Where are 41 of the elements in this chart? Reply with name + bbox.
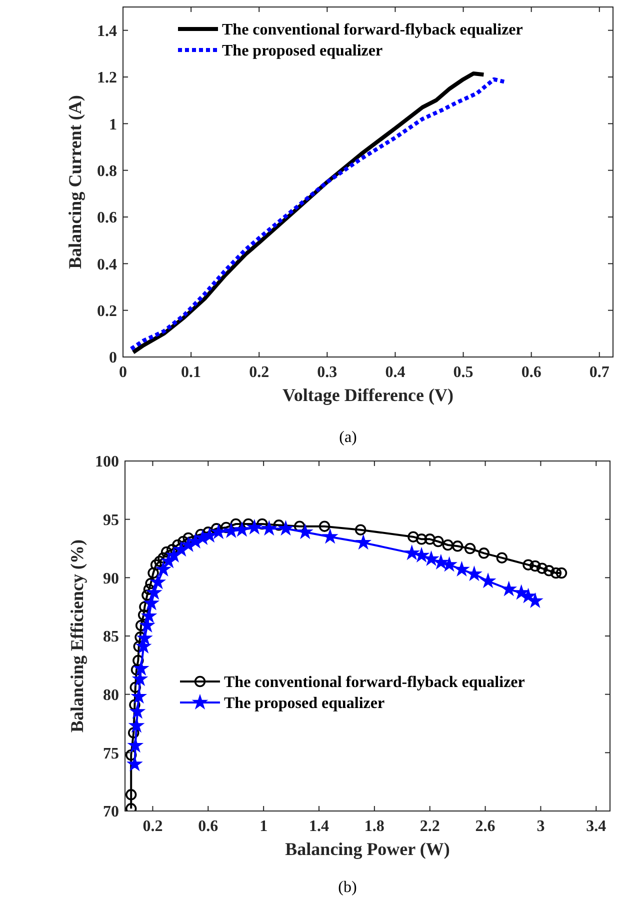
legend-label: The conventional forward-flyback equalizer — [222, 22, 523, 39]
x-tick-label: 1 — [260, 818, 268, 835]
x-tick-label: 3.4 — [586, 818, 606, 835]
x-tick-label: 2.6 — [475, 818, 496, 835]
y-tick-label: 80 — [103, 686, 119, 704]
x-tick-label: 0.6 — [198, 818, 218, 835]
y-tick-label: 0.4 — [97, 256, 117, 274]
x-tick-label: 0.3 — [317, 364, 338, 381]
x-axis-title: Balancing Power (W) — [285, 839, 450, 859]
y-tick-label: 90 — [103, 570, 119, 588]
x-tick-label: 0.6 — [521, 364, 542, 381]
y-tick-label: 0.6 — [97, 210, 117, 227]
x-tick-label: 1.4 — [309, 818, 329, 835]
y-tick-label: 0.2 — [97, 302, 117, 320]
y-tick-label: 0.8 — [97, 162, 117, 180]
legend-label: The conventional forward-flyback equalizer — [224, 674, 525, 692]
y-tick-label: 85 — [103, 628, 119, 646]
y-tick-label: 0 — [109, 350, 117, 367]
x-tick-label: 0.2 — [249, 364, 270, 381]
y-tick-label: 1.4 — [97, 22, 117, 40]
legend-label: The proposed equalizer — [222, 42, 383, 60]
text: (a) — [339, 429, 357, 446]
x-tick-label: 0.4 — [385, 364, 406, 381]
y-tick-label: 75 — [103, 745, 119, 762]
y-tick-label: 1.2 — [97, 70, 117, 87]
x-axis-title: Voltage Difference (V) — [282, 385, 454, 405]
x-tick-label: 1.8 — [364, 818, 384, 835]
text: (b) — [338, 879, 357, 896]
y-tick-label: 1 — [109, 116, 117, 134]
x-tick-label: 0.5 — [453, 364, 474, 381]
y-axis-title: Balancing Efficiency (%) — [67, 540, 87, 732]
x-tick-label: 3 — [536, 818, 545, 835]
y-tick-label: 70 — [103, 804, 119, 821]
x-tick-label: 0.1 — [181, 364, 202, 381]
y-tick-label: 100 — [95, 454, 119, 471]
y-tick-label: 95 — [103, 512, 119, 529]
x-tick-label: 0.7 — [589, 364, 610, 381]
y-axis-title: Balancing Current (A) — [65, 95, 85, 269]
x-tick-label: 2.2 — [420, 818, 440, 835]
x-tick-label: 0.2 — [142, 818, 163, 835]
legend-label: The proposed equalizer — [224, 695, 385, 712]
